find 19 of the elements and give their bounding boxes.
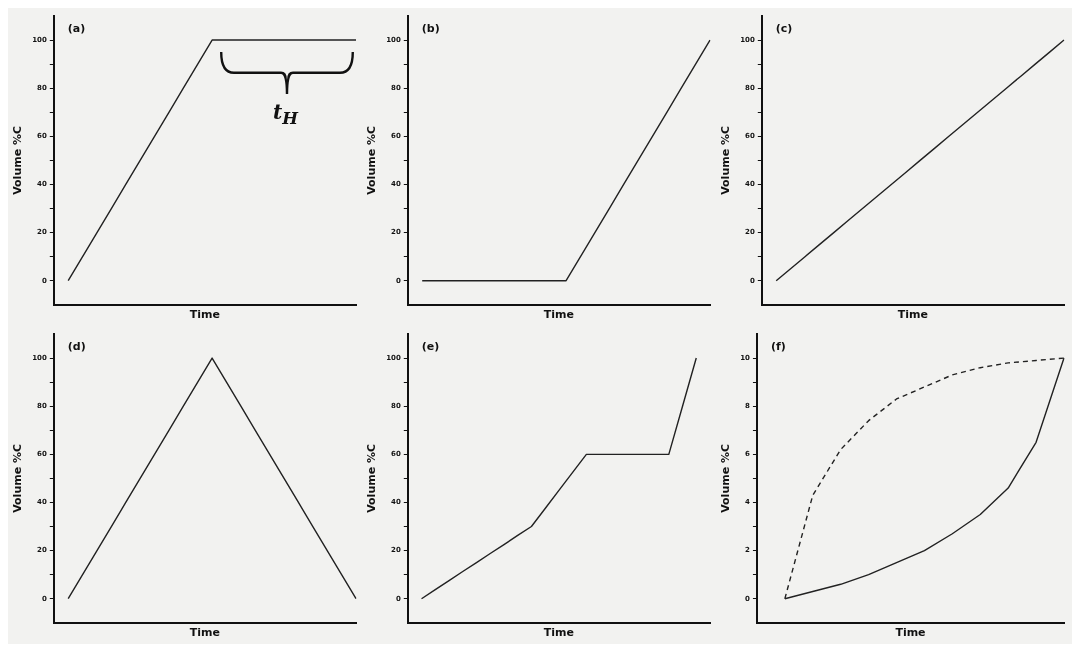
text: (b): [421, 22, 440, 36]
text: (d): [67, 340, 86, 354]
text: (e): [421, 340, 440, 354]
y-axis-title: Volume %C: [11, 443, 25, 513]
y-axis-title: Volume %C: [719, 125, 733, 195]
annotation: t$_{H}$: [273, 100, 298, 129]
y-axis-title: Volume %C: [719, 443, 733, 513]
x-axis-title: Time: [189, 626, 221, 640]
y-axis-title: Volume %C: [365, 443, 379, 513]
x-axis-title: Time: [895, 626, 926, 640]
x-axis-title: Time: [543, 308, 575, 322]
text: (c): [775, 22, 793, 36]
x-axis-title: Time: [543, 626, 575, 640]
y-axis-title: Volume %C: [365, 125, 379, 195]
text: (f): [770, 340, 786, 354]
x-axis-title: Time: [897, 308, 929, 322]
x-axis-title: Time: [189, 308, 221, 322]
y-axis-title: Volume %C: [11, 125, 25, 195]
text: (a): [67, 22, 86, 36]
